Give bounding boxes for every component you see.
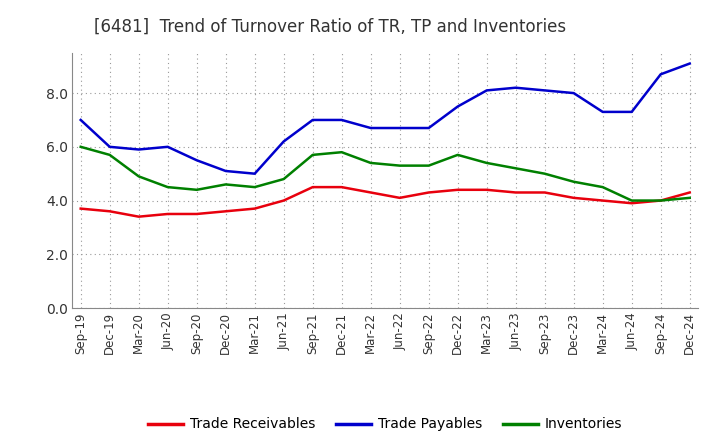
Trade Receivables xyxy=(221,209,230,214)
Trade Receivables xyxy=(366,190,375,195)
Trade Receivables xyxy=(570,195,578,201)
Trade Payables xyxy=(541,88,549,93)
Trade Receivables xyxy=(192,211,201,216)
Trade Payables xyxy=(76,117,85,123)
Inventories xyxy=(366,160,375,165)
Trade Payables xyxy=(135,147,143,152)
Inventories xyxy=(251,184,259,190)
Trade Receivables xyxy=(338,184,346,190)
Inventories xyxy=(685,195,694,201)
Trade Payables xyxy=(338,117,346,123)
Trade Receivables xyxy=(135,214,143,219)
Trade Payables xyxy=(424,125,433,131)
Inventories xyxy=(221,182,230,187)
Trade Receivables xyxy=(424,190,433,195)
Line: Trade Payables: Trade Payables xyxy=(81,63,690,174)
Trade Payables xyxy=(105,144,114,150)
Legend: Trade Receivables, Trade Payables, Inventories: Trade Receivables, Trade Payables, Inven… xyxy=(143,412,628,437)
Inventories xyxy=(163,184,172,190)
Inventories xyxy=(482,160,491,165)
Inventories xyxy=(308,152,317,158)
Inventories xyxy=(105,152,114,158)
Trade Payables xyxy=(685,61,694,66)
Trade Receivables xyxy=(541,190,549,195)
Inventories xyxy=(338,150,346,155)
Inventories xyxy=(279,176,288,182)
Trade Receivables xyxy=(308,184,317,190)
Trade Payables xyxy=(251,171,259,176)
Inventories xyxy=(657,198,665,203)
Trade Payables xyxy=(627,109,636,114)
Trade Receivables xyxy=(251,206,259,211)
Inventories xyxy=(511,166,520,171)
Trade Receivables xyxy=(76,206,85,211)
Trade Payables xyxy=(570,91,578,96)
Trade Payables xyxy=(482,88,491,93)
Trade Payables xyxy=(366,125,375,131)
Trade Receivables xyxy=(627,201,636,206)
Trade Payables xyxy=(598,109,607,114)
Trade Receivables xyxy=(395,195,404,201)
Inventories xyxy=(76,144,85,150)
Inventories xyxy=(570,179,578,184)
Inventories xyxy=(395,163,404,168)
Trade Receivables xyxy=(598,198,607,203)
Trade Payables xyxy=(511,85,520,90)
Trade Payables xyxy=(192,158,201,163)
Inventories xyxy=(541,171,549,176)
Trade Payables xyxy=(221,169,230,174)
Trade Receivables xyxy=(279,198,288,203)
Line: Trade Receivables: Trade Receivables xyxy=(81,187,690,216)
Trade Receivables xyxy=(657,198,665,203)
Inventories xyxy=(627,198,636,203)
Trade Receivables xyxy=(482,187,491,192)
Trade Receivables xyxy=(163,211,172,216)
Trade Payables xyxy=(657,72,665,77)
Trade Payables xyxy=(395,125,404,131)
Trade Receivables xyxy=(105,209,114,214)
Trade Receivables xyxy=(685,190,694,195)
Inventories xyxy=(192,187,201,192)
Inventories xyxy=(135,174,143,179)
Inventories xyxy=(598,184,607,190)
Inventories xyxy=(454,152,462,158)
Inventories xyxy=(424,163,433,168)
Trade Receivables xyxy=(511,190,520,195)
Trade Payables xyxy=(308,117,317,123)
Trade Payables xyxy=(163,144,172,150)
Trade Payables xyxy=(454,104,462,109)
Trade Receivables xyxy=(454,187,462,192)
Text: [6481]  Trend of Turnover Ratio of TR, TP and Inventories: [6481] Trend of Turnover Ratio of TR, TP… xyxy=(94,18,566,36)
Line: Inventories: Inventories xyxy=(81,147,690,201)
Trade Payables xyxy=(279,139,288,144)
